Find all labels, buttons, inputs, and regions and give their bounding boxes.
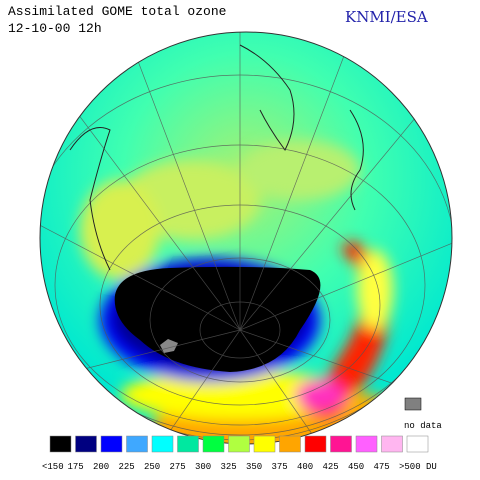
legend-label: >500 DU	[399, 462, 437, 472]
no-data-swatch	[404, 397, 422, 411]
legend-swatch	[75, 435, 97, 453]
legend: <150 175 200 225 250 275 300 325 350 375 400 425 450…	[42, 435, 437, 472]
legend-swatch	[253, 435, 276, 453]
no-data-label: no data	[404, 421, 442, 431]
legend-label: 300	[195, 462, 211, 472]
date: 12-10-00 12h	[8, 21, 102, 36]
legend-label: 475	[374, 462, 390, 472]
legend-swatch	[228, 435, 250, 453]
legend-label: 325	[221, 462, 237, 472]
legend-swatch	[355, 435, 378, 453]
legend-label: 400	[297, 462, 313, 472]
legend-label: <150	[42, 462, 64, 472]
legend-label: 175	[68, 462, 84, 472]
legend-label: 425	[323, 462, 339, 472]
legend-swatch	[177, 435, 199, 453]
title: Assimilated GOME total ozone	[8, 4, 226, 19]
credit: KNMI/ESA	[345, 8, 428, 26]
legend-label: 200	[93, 462, 109, 472]
legend-swatch	[202, 435, 225, 453]
legend-swatch	[100, 435, 123, 453]
legend-swatch	[151, 435, 174, 453]
legend-label: 350	[246, 462, 262, 472]
legend-swatch	[279, 435, 301, 453]
legend-swatch	[126, 435, 148, 453]
legend-swatch	[406, 435, 429, 453]
legend-label: 375	[272, 462, 288, 472]
legend-swatch	[330, 435, 352, 453]
legend-label: 225	[119, 462, 135, 472]
globe	[40, 32, 452, 444]
legend-swatch	[49, 435, 72, 453]
legend-label: 250	[144, 462, 160, 472]
legend-label: 450	[348, 462, 364, 472]
legend-label: 275	[170, 462, 186, 472]
legend-swatch	[381, 435, 403, 453]
legend-swatch	[304, 435, 327, 453]
